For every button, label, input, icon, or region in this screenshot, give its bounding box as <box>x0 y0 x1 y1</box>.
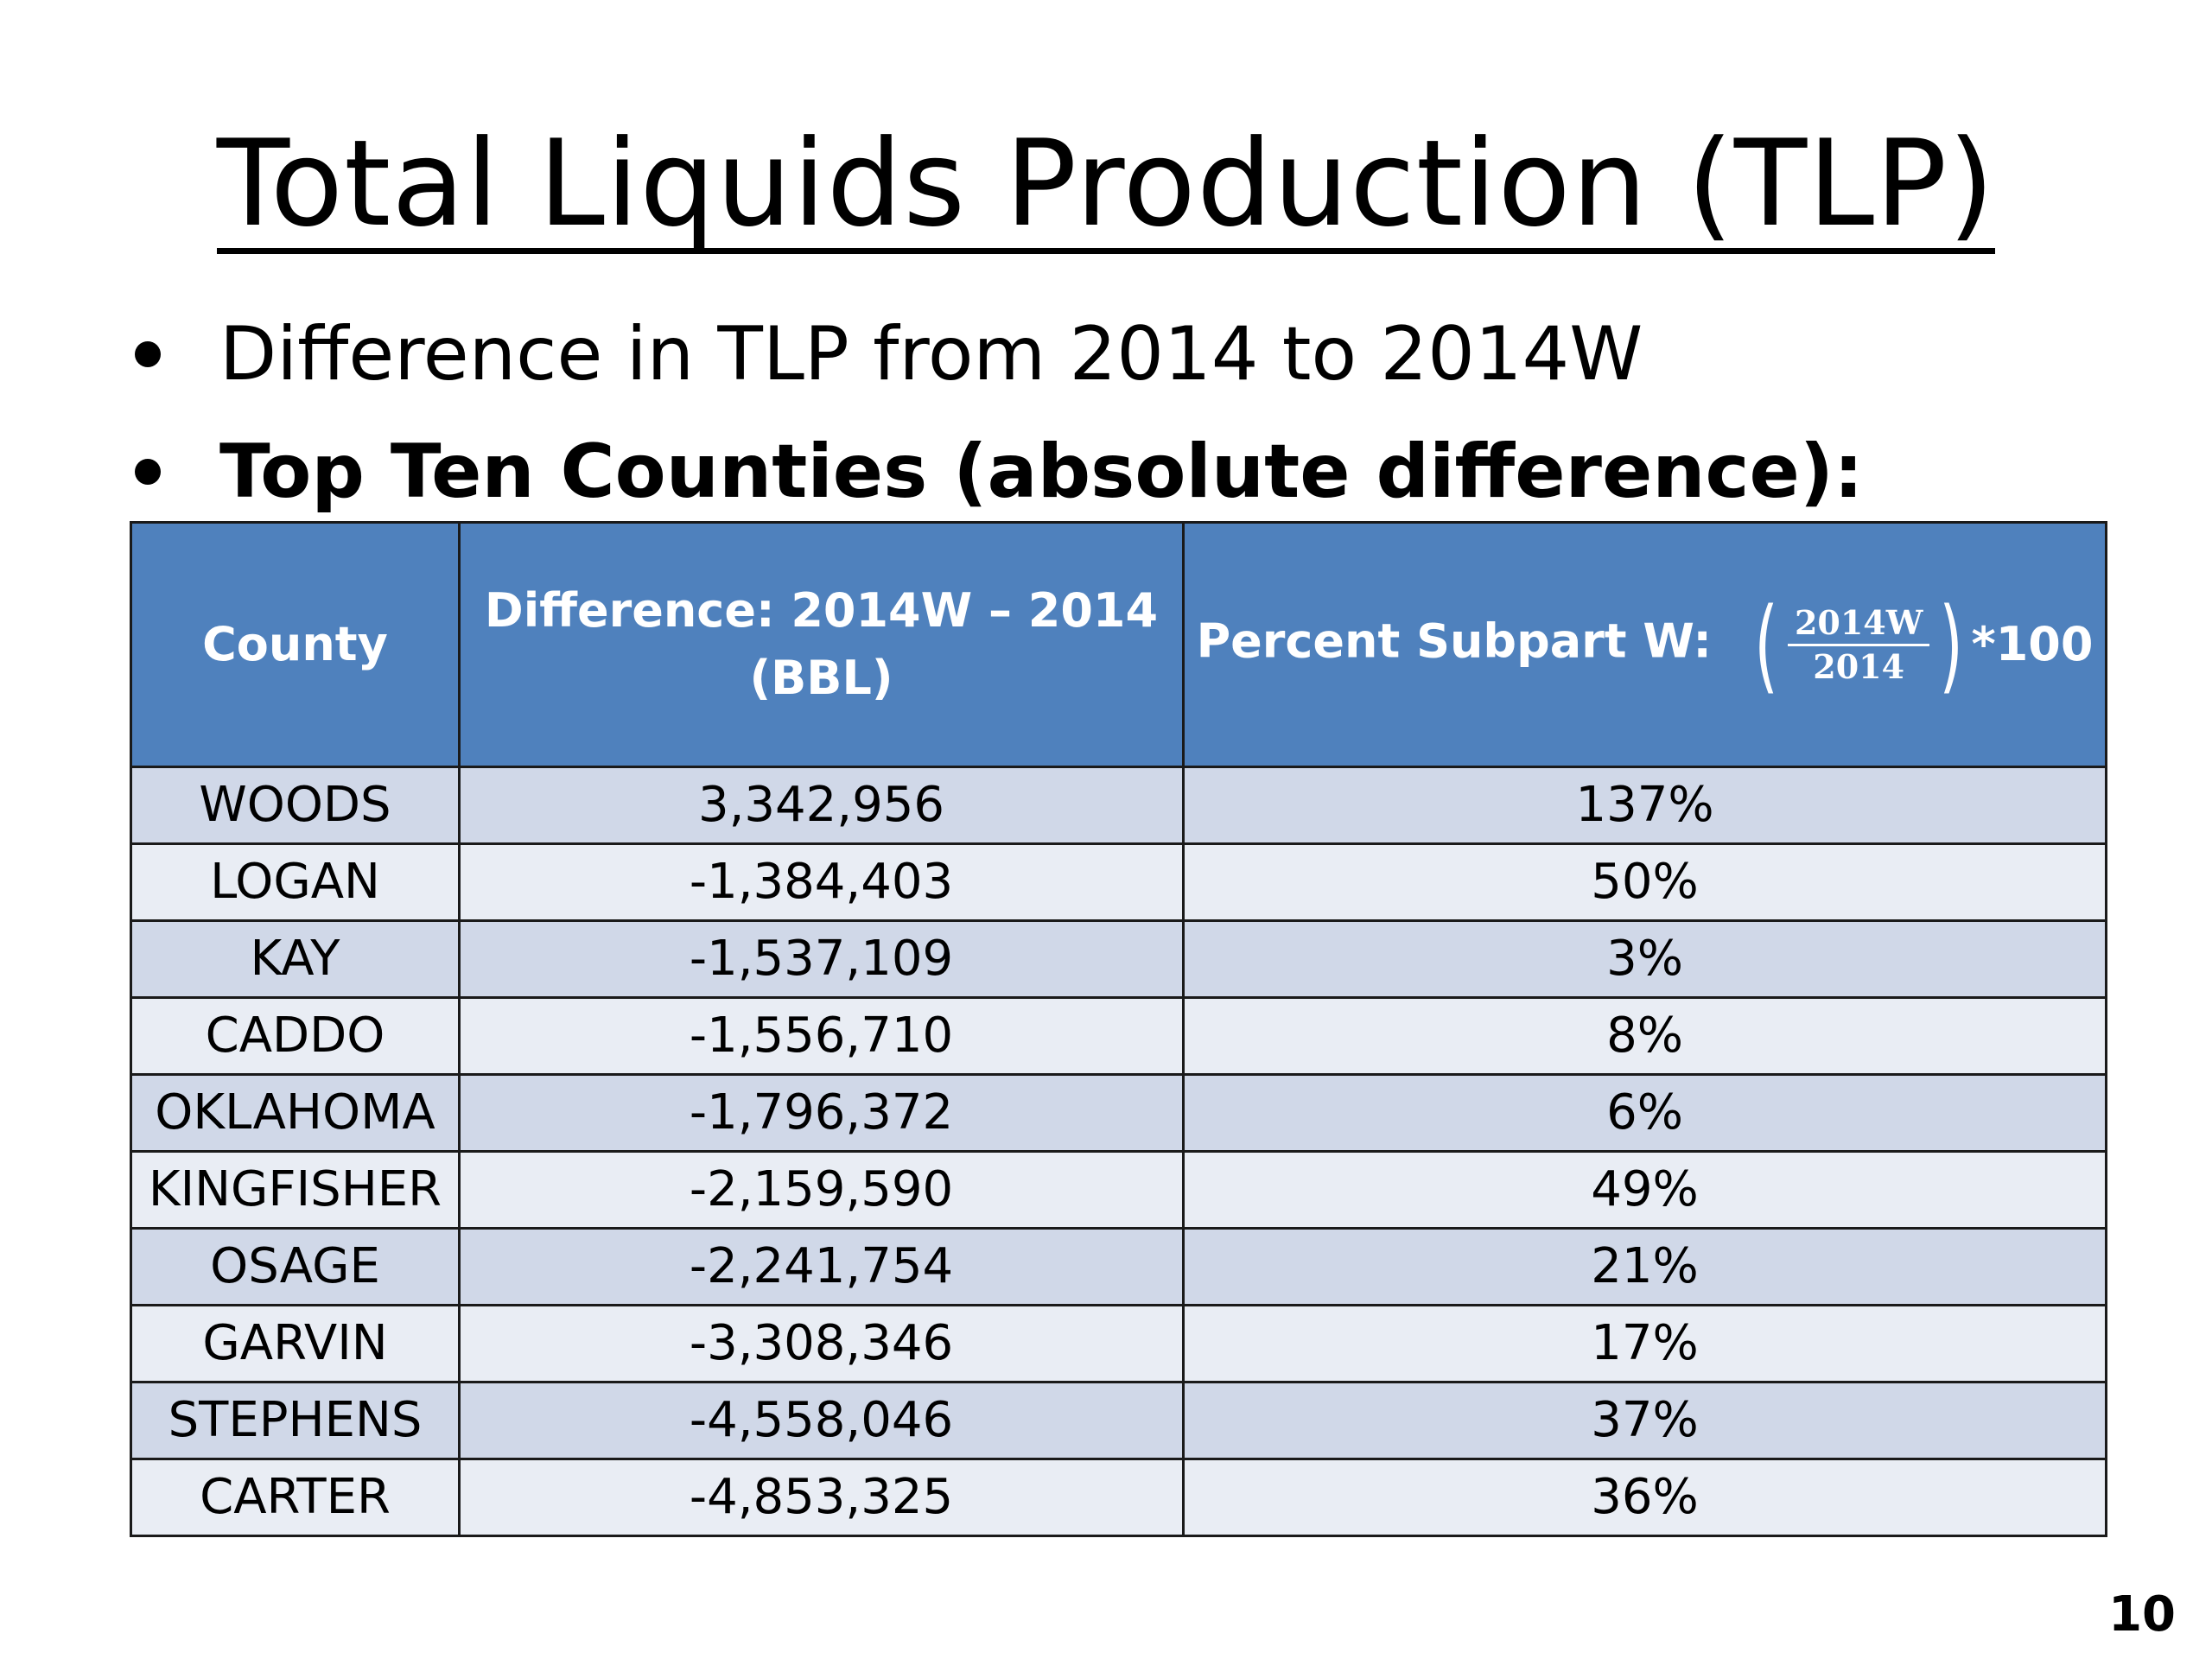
bullet-list: Difference in TLP from 2014 to 2014W Top… <box>130 296 2117 531</box>
header-difference-line2: (BBL) <box>749 651 893 705</box>
cell-percent: 3% <box>1182 919 2107 999</box>
cell-county: GARVIN <box>130 1304 461 1383</box>
cell-percent: 8% <box>1182 996 2107 1076</box>
header-percent-label: Percent Subpart W: <box>1196 613 1712 669</box>
table-row: GARVIN -3,308,346 17% <box>130 1304 2107 1383</box>
cell-percent: 37% <box>1182 1381 2107 1460</box>
table-row: STEPHENS -4,558,046 37% <box>130 1381 2107 1460</box>
left-paren: ( <box>1754 585 1778 704</box>
cell-county: CADDO <box>130 996 461 1076</box>
cell-county: KINGFISHER <box>130 1150 461 1230</box>
cell-county: OSAGE <box>130 1227 461 1306</box>
cell-difference: -3,308,346 <box>458 1304 1185 1383</box>
cell-percent: 36% <box>1182 1458 2107 1537</box>
cell-percent: 50% <box>1182 842 2107 922</box>
table-row: OKLAHOMA -1,796,372 6% <box>130 1073 2107 1153</box>
cell-percent: 49% <box>1182 1150 2107 1230</box>
formula-numerator: 2014W <box>1787 602 1930 646</box>
cell-difference: 3,342,956 <box>458 766 1185 845</box>
cell-difference: -4,853,325 <box>458 1458 1185 1537</box>
header-difference-line1: Difference: 2014W – 2014 <box>484 583 1159 638</box>
cell-difference: -1,796,372 <box>458 1073 1185 1153</box>
cell-county: KAY <box>130 919 461 999</box>
cell-difference: -4,558,046 <box>458 1381 1185 1460</box>
page-number: 10 <box>2108 1586 2176 1643</box>
formula-denominator: 2014 <box>1813 646 1905 686</box>
cell-county: LOGAN <box>130 842 461 922</box>
bullet-dot-icon <box>135 459 161 485</box>
cell-difference: -1,384,403 <box>458 842 1185 922</box>
cell-percent: 6% <box>1182 1073 2107 1153</box>
table-row: CADDO -1,556,710 8% <box>130 996 2107 1076</box>
cell-percent: 137% <box>1182 766 2107 845</box>
cell-percent: 21% <box>1182 1227 2107 1306</box>
table-row: KAY -1,537,109 3% <box>130 919 2107 999</box>
header-county: County <box>130 521 461 768</box>
right-paren: ) <box>1939 585 1964 704</box>
formula-multiplier: *100 <box>1971 617 2094 671</box>
header-county-label: County <box>202 617 388 671</box>
slide-title: Total Liquids Production (TLP) <box>0 111 2212 257</box>
cell-county: OKLAHOMA <box>130 1073 461 1153</box>
table-row: OSAGE -2,241,754 21% <box>130 1227 2107 1306</box>
cell-county: CARTER <box>130 1458 461 1537</box>
bullet-text: Difference in TLP from 2014 to 2014W <box>219 311 1643 397</box>
percent-formula: (2014W 2014) *100 <box>1746 585 2094 704</box>
bullet-dot-icon <box>135 341 161 367</box>
cell-difference: -1,556,710 <box>458 996 1185 1076</box>
table-header-row: County Difference: 2014W – 2014 (BBL) Pe… <box>130 521 2107 768</box>
header-difference: Difference: 2014W – 2014 (BBL) <box>458 521 1185 768</box>
bullet-item: Difference in TLP from 2014 to 2014W <box>130 296 2117 413</box>
header-percent: Percent Subpart W: (2014W 2014) *100 <box>1182 521 2107 768</box>
cell-difference: -1,537,109 <box>458 919 1185 999</box>
table-row: WOODS 3,342,956 137% <box>130 766 2107 845</box>
table-row: KINGFISHER -2,159,590 49% <box>130 1150 2107 1230</box>
table-row: CARTER -4,853,325 36% <box>130 1458 2107 1537</box>
table-row: LOGAN -1,384,403 50% <box>130 842 2107 922</box>
county-table: County Difference: 2014W – 2014 (BBL) Pe… <box>130 521 2107 1537</box>
cell-county: WOODS <box>130 766 461 845</box>
cell-difference: -2,159,590 <box>458 1150 1185 1230</box>
formula-fraction: 2014W 2014 <box>1787 602 1930 688</box>
bullet-item: Top Ten Counties (absolute difference): <box>130 413 2117 531</box>
slide-title-text: Total Liquids Production (TLP) <box>216 114 1996 254</box>
cell-county: STEPHENS <box>130 1381 461 1460</box>
bullet-text: Top Ten Counties (absolute difference): <box>219 429 1864 515</box>
cell-percent: 17% <box>1182 1304 2107 1383</box>
cell-difference: -2,241,754 <box>458 1227 1185 1306</box>
